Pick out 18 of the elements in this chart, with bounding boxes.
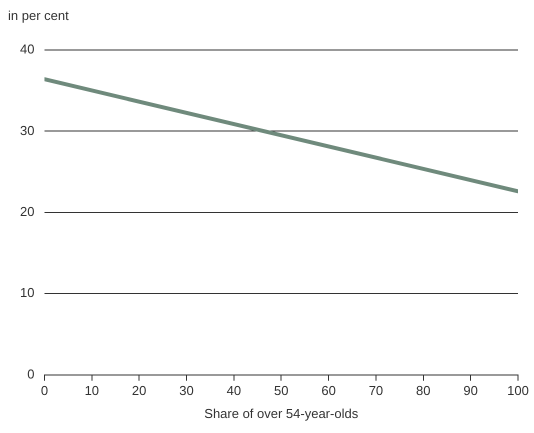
x-axis-title: Share of over 54-year-olds [204, 406, 359, 421]
x-tick-label: 40 [226, 383, 242, 398]
x-tick-label: 80 [416, 383, 431, 398]
x-tick-label: 70 [368, 383, 384, 398]
x-tick-label: 60 [321, 383, 336, 398]
x-tick-label: 100 [507, 383, 529, 398]
y-axis-title: in per cent [8, 8, 69, 23]
x-tick-label: 30 [179, 383, 194, 398]
y-tick-label: 20 [20, 204, 34, 219]
y-tick-label: 30 [20, 122, 34, 138]
x-tick-label: 20 [132, 383, 146, 398]
x-tick-label: 10 [84, 383, 100, 398]
x-tick-label: 50 [274, 383, 288, 398]
y-tick-label: 40 [20, 42, 34, 57]
x-tick-label: 0 [40, 383, 48, 398]
y-tick-label: 10 [20, 285, 34, 300]
y-tick-label: 0 [27, 366, 34, 382]
x-tick-label: 90 [463, 383, 478, 398]
